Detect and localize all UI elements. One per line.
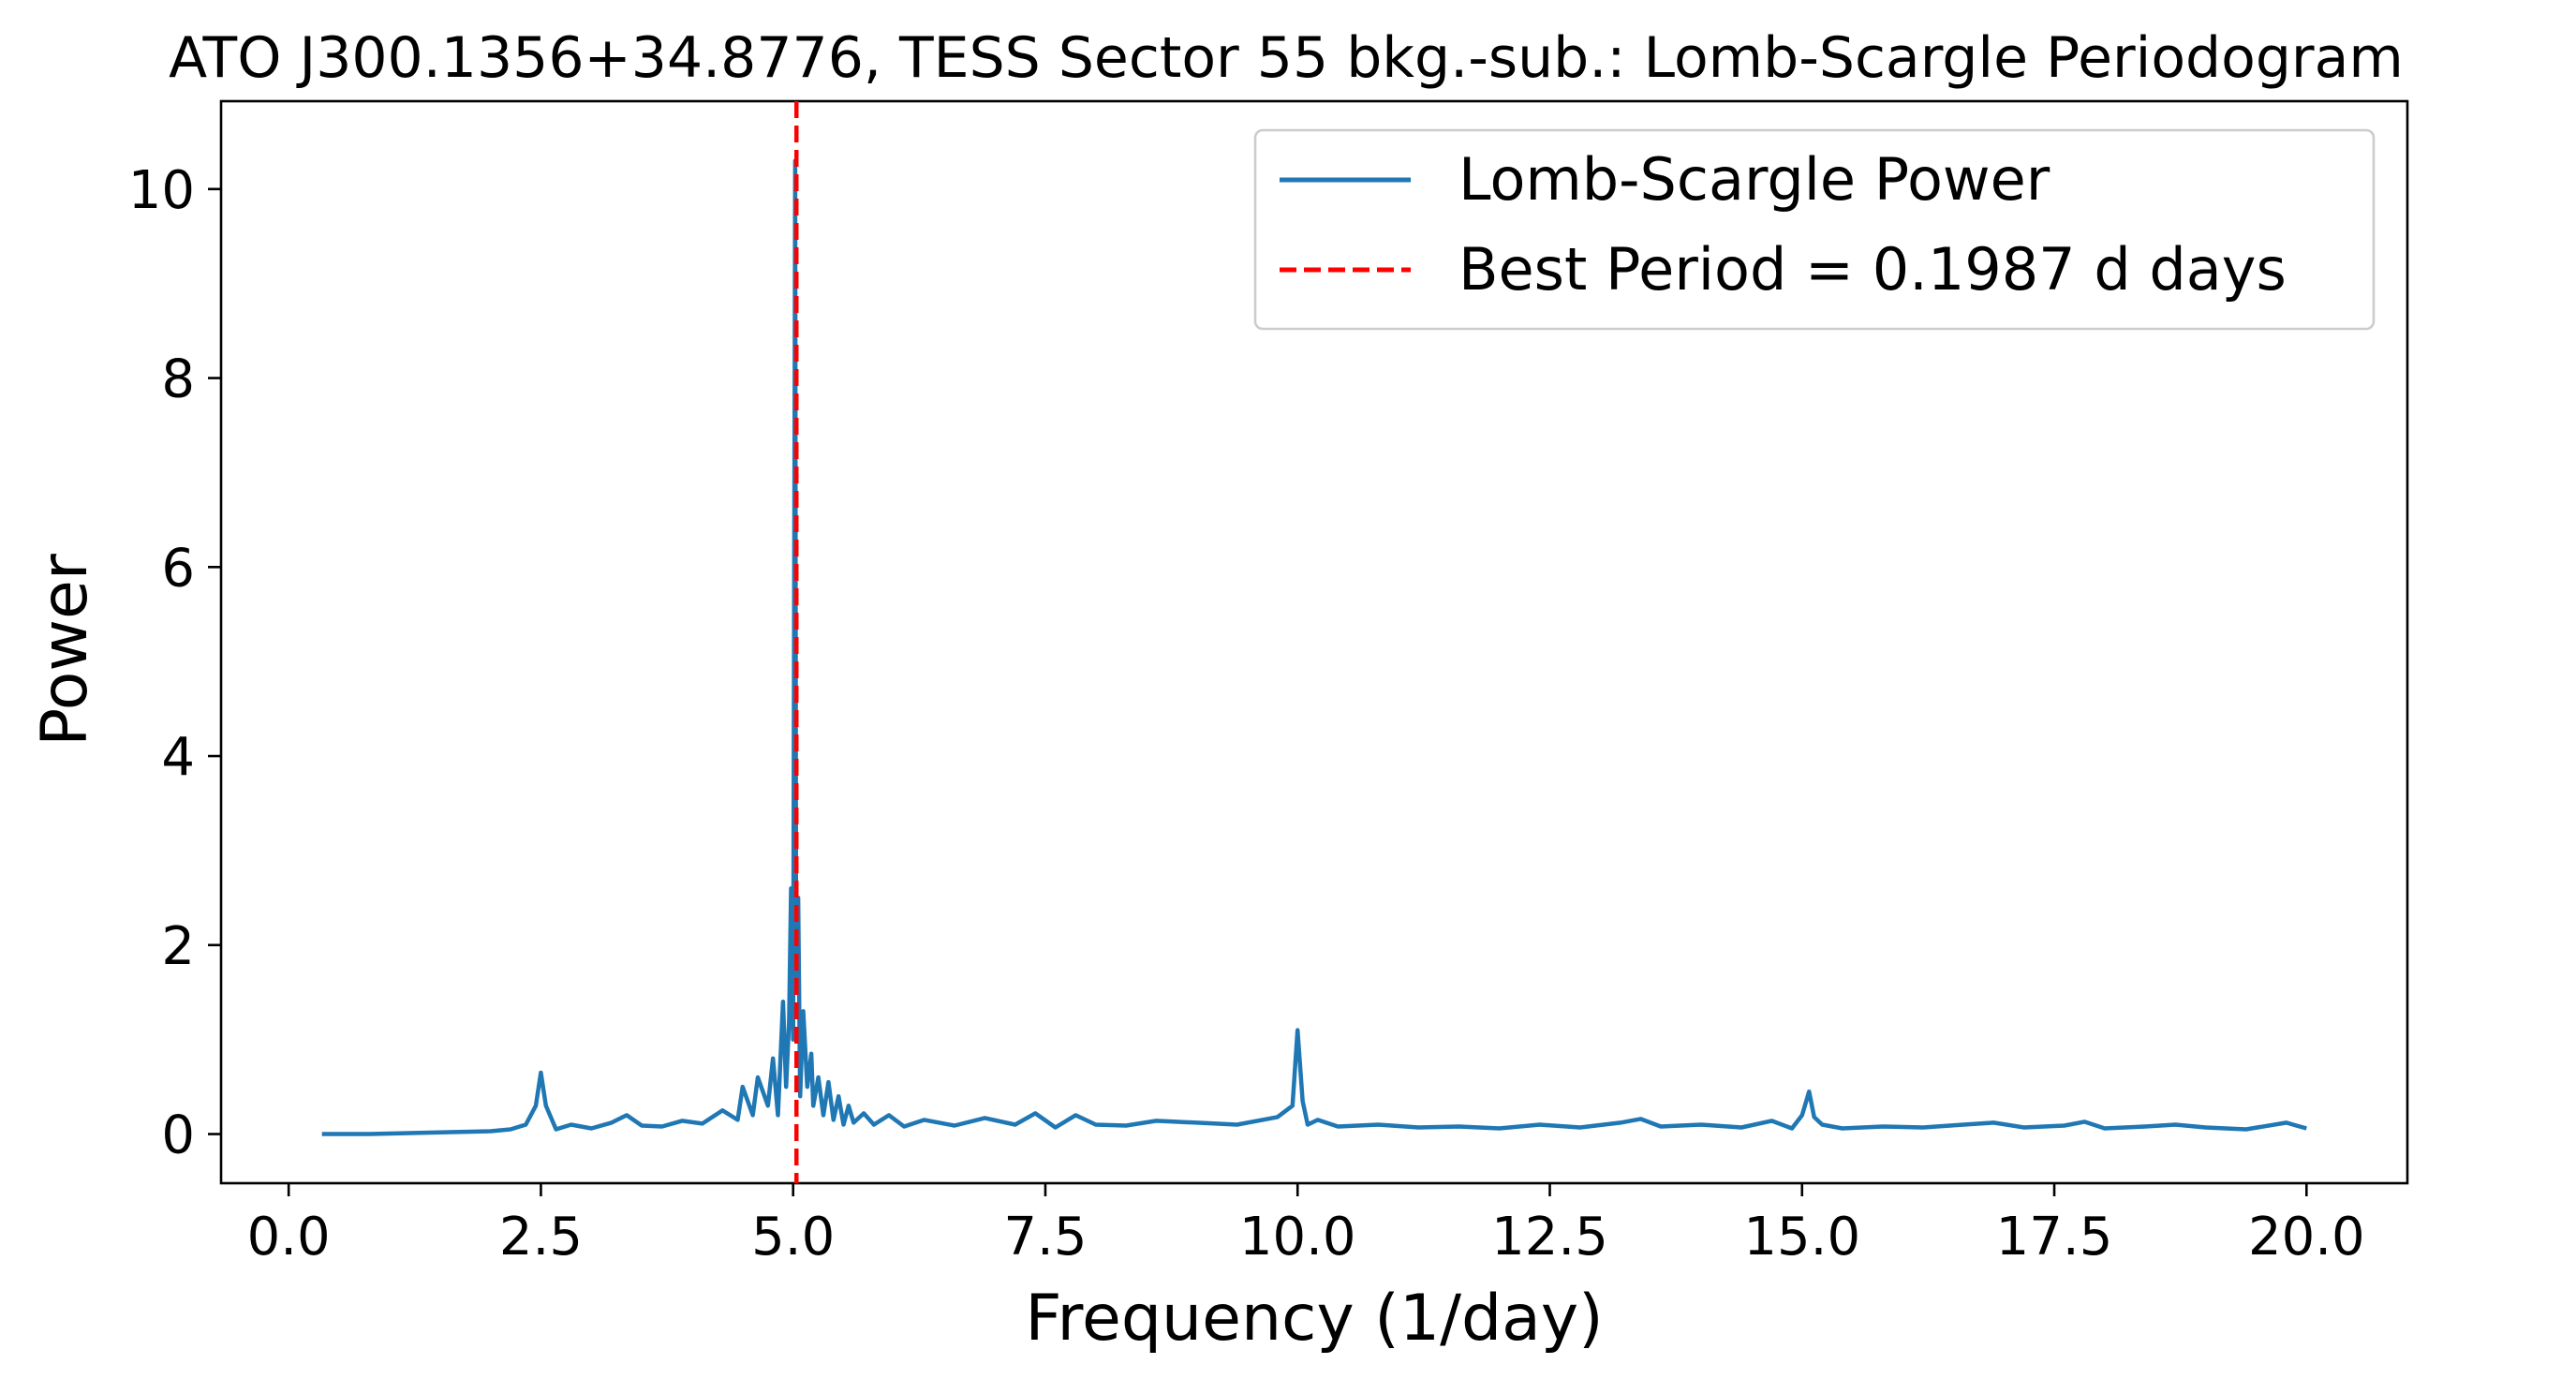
y-tick-label: 2 xyxy=(161,916,195,977)
x-tick-label: 0.0 xyxy=(247,1207,331,1268)
series-layer xyxy=(321,101,2307,1183)
x-tick-label: 7.5 xyxy=(1003,1207,1087,1268)
x-tick-label: 15.0 xyxy=(1743,1207,1860,1268)
y-axis-label: Power xyxy=(28,554,102,747)
x-tick-label: 2.5 xyxy=(499,1207,583,1268)
x-tick-label: 20.0 xyxy=(2248,1207,2365,1268)
plot-frame xyxy=(219,99,2409,1185)
series-line-lomb-scargle-power xyxy=(321,158,2307,1136)
chart-title: ATO J300.1356+34.8776, TESS Sector 55 bk… xyxy=(169,25,2404,91)
legend-label-best-period: Best Period = 0.1987 d days xyxy=(1458,235,2287,304)
x-tick-label: 5.0 xyxy=(751,1207,835,1268)
x-axis-label: Frequency (1/day) xyxy=(1025,1282,1603,1356)
x-tick-label: 17.5 xyxy=(1996,1207,2113,1268)
y-tick-label: 8 xyxy=(161,349,195,410)
plot-area: 0.0 2.5 5.0 7.5 10.0 12.5 15.0 17.5 20.0 0 2 4 6 8 10 xyxy=(128,99,2409,1268)
y-axis-ticks: 0 2 4 6 8 10 xyxy=(128,160,221,1166)
x-axis-ticks: 0.0 2.5 5.0 7.5 10.0 12.5 15.0 17.5 20.0 xyxy=(247,1183,2365,1268)
y-tick-label: 4 xyxy=(161,727,195,788)
legend: Lomb-Scargle Power Best Period = 0.1987 … xyxy=(1253,128,2376,331)
y-tick-label: 6 xyxy=(161,538,195,599)
x-tick-label: 12.5 xyxy=(1491,1207,1608,1268)
y-tick-label: 10 xyxy=(128,160,195,221)
y-tick-label: 0 xyxy=(161,1105,195,1166)
x-tick-label: 10.0 xyxy=(1239,1207,1356,1268)
legend-box xyxy=(1253,128,2376,331)
legend-label-power: Lomb-Scargle Power xyxy=(1458,145,2050,214)
